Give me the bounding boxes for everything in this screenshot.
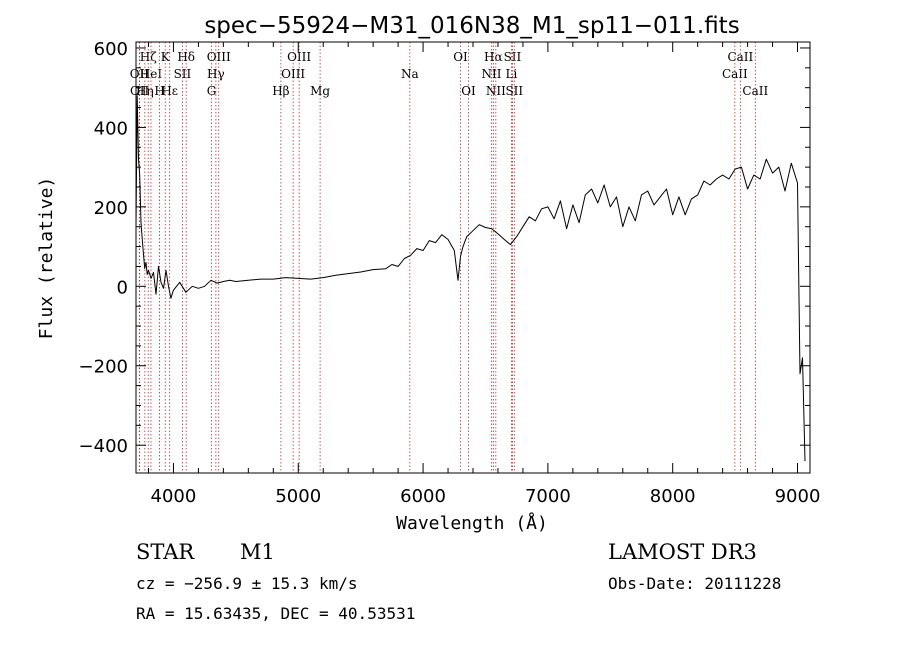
x-axis-label: Wavelength (Å) [396,512,548,534]
spectral-line-label-25: SII [505,84,523,98]
plot-frame [135,41,811,474]
flux-series-group [135,95,806,462]
x-tick-label-3: 7000 [525,486,571,507]
spectral-line-markers: OIIOIIHηHζHeIHKHεSIIHδGHγOIIIHβOIIIOIIIM… [130,42,768,473]
x-tick-label-5: 9000 [775,486,821,507]
spectral-line-label-19: OI [461,84,476,98]
chart-title: spec−55924−M31_016N38_M1_sp11−011.fits [204,13,739,39]
y-tick-label-5: 600 [94,39,128,60]
spectral-line-label-10: G [207,84,217,98]
x-tick-label-2: 6000 [400,486,446,507]
ra-dec-coordinates: RA = 15.63435, DEC = 40.53531 [136,604,416,623]
spectral-line-label-23: Li [506,67,518,81]
spectral-line-label-3: Hζ [140,50,157,64]
spectral-line-label-27: CaII [727,50,753,64]
y-tick-label-1: −200 [79,357,128,378]
object-class: STAR [136,540,195,564]
spectral-line-label-28: CaII [742,84,768,98]
y-tick-label-0: −400 [79,436,128,457]
observation-date: Obs-Date: 20111228 [608,574,782,593]
spectral-line-label-24: SII [504,50,522,64]
spectral-line-label-6: K [161,50,171,64]
spectral-line-label-9: Hδ [177,50,195,64]
spectral-line-label-14: OIII [281,67,305,81]
spectral-line-label-11: Hγ [207,67,225,81]
y-axis-label: Flux (relative) [36,177,57,340]
spectral-line-label-7: Hε [161,84,178,98]
spectral-line-label-22: NII [486,84,506,98]
flux-series-line-0 [135,95,806,462]
spectral-line-label-17: Na [401,67,419,81]
spectral-line-label-4: HeI [140,67,163,81]
object-subclass: M1 [240,540,275,564]
y-tick-label-4: 400 [94,118,128,139]
spectral-line-label-26: CaII [722,67,748,81]
spectral-line-label-15: OIII [287,50,311,64]
redshift-velocity: cz = −256.9 ± 15.3 km/s [136,574,358,593]
y-tick-label-2: 0 [117,277,128,298]
spectral-line-label-12: OIII [207,50,231,64]
axis-ticks: 4000 5000 6000 7000 8000 9000 −400 −200 0 200 400 6… [79,39,821,507]
x-tick-label-1: 5000 [275,486,321,507]
spectral-line-label-20: NII [481,67,501,81]
spectral-line-label-5: H [154,84,164,98]
y-tick-label-3: 200 [94,198,128,219]
spectral-line-label-8: SII [174,67,192,81]
spectral-line-label-21: Hα [484,50,503,64]
x-tick-label-4: 8000 [650,486,696,507]
spectral-line-label-18: OI [453,50,468,64]
spectral-line-label-13: Hβ [272,84,289,98]
x-tick-label-0: 4000 [151,486,197,507]
spectral-line-label-16: Mg [310,84,330,98]
survey-name: LAMOST DR3 [608,540,757,564]
